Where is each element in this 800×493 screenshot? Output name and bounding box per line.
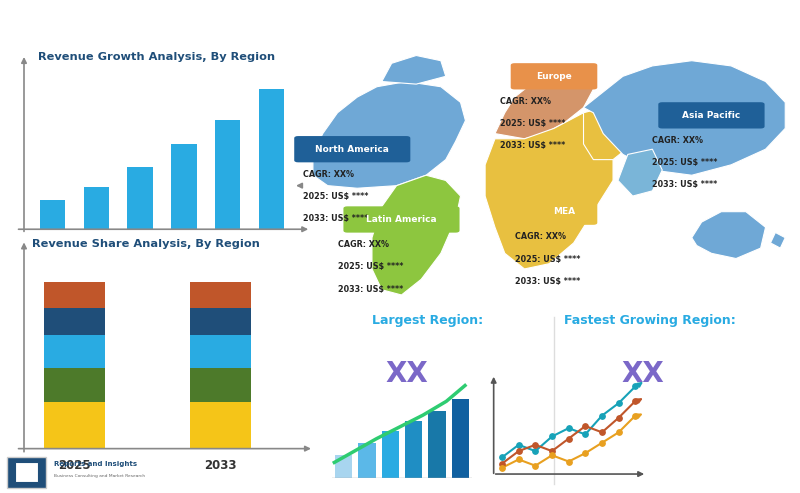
Text: 2033: US$ ****: 2033: US$ **** bbox=[500, 141, 565, 150]
Bar bbox=[83, 186, 109, 229]
Polygon shape bbox=[583, 61, 786, 175]
Text: 2033: US$ ****: 2033: US$ **** bbox=[514, 277, 580, 286]
Point bbox=[629, 397, 642, 405]
Polygon shape bbox=[495, 71, 594, 139]
Text: Largest Region:: Largest Region: bbox=[372, 314, 483, 327]
Text: 2033: US$ ****: 2033: US$ **** bbox=[653, 180, 718, 189]
Text: 2033: US$ ****: 2033: US$ **** bbox=[303, 214, 368, 223]
Point bbox=[512, 447, 525, 455]
FancyBboxPatch shape bbox=[530, 199, 598, 225]
Text: Reports and Insights: Reports and Insights bbox=[54, 461, 138, 467]
Text: Latin America: Latin America bbox=[366, 215, 437, 224]
Point bbox=[562, 435, 575, 443]
Point bbox=[512, 456, 525, 463]
Text: CAGR: XX%: CAGR: XX% bbox=[303, 170, 354, 179]
Point bbox=[529, 447, 542, 455]
Point bbox=[529, 441, 542, 449]
FancyBboxPatch shape bbox=[658, 102, 765, 129]
Text: CAGR: XX%: CAGR: XX% bbox=[514, 233, 566, 242]
Point bbox=[546, 447, 558, 455]
Point bbox=[629, 412, 642, 420]
Bar bbox=[44, 308, 106, 335]
Text: Revenue Share Analysis, By Region: Revenue Share Analysis, By Region bbox=[32, 239, 260, 249]
Point bbox=[629, 383, 642, 390]
Point bbox=[496, 454, 509, 461]
Polygon shape bbox=[618, 149, 662, 196]
Text: 2025: US$ ****: 2025: US$ **** bbox=[514, 254, 580, 264]
Bar bbox=[382, 431, 399, 478]
Point bbox=[529, 462, 542, 470]
Point bbox=[612, 414, 625, 422]
Point bbox=[595, 439, 609, 447]
Text: XX: XX bbox=[385, 360, 428, 388]
Point bbox=[562, 458, 575, 465]
Bar bbox=[405, 421, 422, 478]
Bar bbox=[190, 402, 250, 449]
Text: Business Consulting and Market Research: Business Consulting and Market Research bbox=[54, 474, 146, 479]
Text: CAGR: XX%: CAGR: XX% bbox=[338, 240, 389, 249]
Bar bbox=[259, 89, 284, 229]
Text: Fastest Growing Region:: Fastest Growing Region: bbox=[564, 314, 735, 327]
Bar bbox=[127, 167, 153, 229]
FancyBboxPatch shape bbox=[15, 461, 38, 482]
Polygon shape bbox=[372, 175, 461, 295]
Polygon shape bbox=[485, 113, 613, 269]
Bar bbox=[44, 368, 106, 402]
Point bbox=[546, 451, 558, 459]
Text: 2033: US$ ****: 2033: US$ **** bbox=[338, 284, 402, 293]
Text: 2025: US$ ****: 2025: US$ **** bbox=[653, 158, 718, 167]
Bar bbox=[44, 282, 106, 308]
Polygon shape bbox=[382, 56, 446, 84]
Text: XX: XX bbox=[621, 360, 664, 388]
Point bbox=[579, 449, 592, 457]
Polygon shape bbox=[313, 81, 466, 188]
Point bbox=[562, 424, 575, 432]
Point bbox=[546, 432, 558, 440]
Text: CAGR: XX%: CAGR: XX% bbox=[653, 136, 703, 145]
Polygon shape bbox=[770, 233, 786, 248]
Bar bbox=[358, 443, 376, 478]
Text: 2025: 2025 bbox=[58, 459, 91, 472]
Bar bbox=[44, 335, 106, 368]
Text: Asia Pacific: Asia Pacific bbox=[682, 111, 741, 120]
Text: MEA: MEA bbox=[553, 207, 575, 216]
Polygon shape bbox=[692, 211, 766, 258]
Point bbox=[512, 441, 525, 449]
Text: North America: North America bbox=[315, 145, 390, 154]
Text: CAGR: XX%: CAGR: XX% bbox=[500, 97, 551, 106]
Bar bbox=[40, 200, 65, 229]
Bar bbox=[428, 411, 446, 478]
Text: 2033: 2033 bbox=[204, 459, 236, 472]
Bar bbox=[171, 144, 197, 229]
Point bbox=[595, 412, 609, 420]
Bar bbox=[190, 335, 250, 368]
FancyBboxPatch shape bbox=[343, 207, 459, 233]
Point bbox=[595, 428, 609, 436]
Bar bbox=[190, 282, 250, 308]
Bar bbox=[335, 455, 353, 478]
Bar bbox=[451, 399, 469, 478]
FancyBboxPatch shape bbox=[6, 457, 46, 488]
Text: 2025: US$ ****: 2025: US$ **** bbox=[338, 262, 403, 272]
Point bbox=[612, 428, 625, 436]
Text: 2025: US$ ****: 2025: US$ **** bbox=[500, 119, 566, 128]
Text: GLOBAL CHRONIC RHINOSINUSITIS WITH NASAL POLYPS MARKET REGIONAL LEVEL ANALYSIS: GLOBAL CHRONIC RHINOSINUSITIS WITH NASAL… bbox=[8, 18, 719, 32]
Text: Europe: Europe bbox=[536, 72, 572, 81]
Point bbox=[612, 399, 625, 407]
Polygon shape bbox=[583, 107, 633, 160]
Point bbox=[496, 459, 509, 467]
Bar bbox=[190, 308, 250, 335]
Text: 2025: US$ ****: 2025: US$ **** bbox=[303, 192, 369, 201]
Bar bbox=[44, 402, 106, 449]
Point bbox=[496, 464, 509, 472]
FancyBboxPatch shape bbox=[510, 63, 598, 89]
Bar bbox=[215, 120, 241, 229]
FancyBboxPatch shape bbox=[294, 136, 410, 162]
Point bbox=[579, 422, 592, 430]
Text: Revenue Growth Analysis, By Region: Revenue Growth Analysis, By Region bbox=[38, 52, 275, 62]
Point bbox=[579, 430, 592, 438]
Bar bbox=[190, 368, 250, 402]
